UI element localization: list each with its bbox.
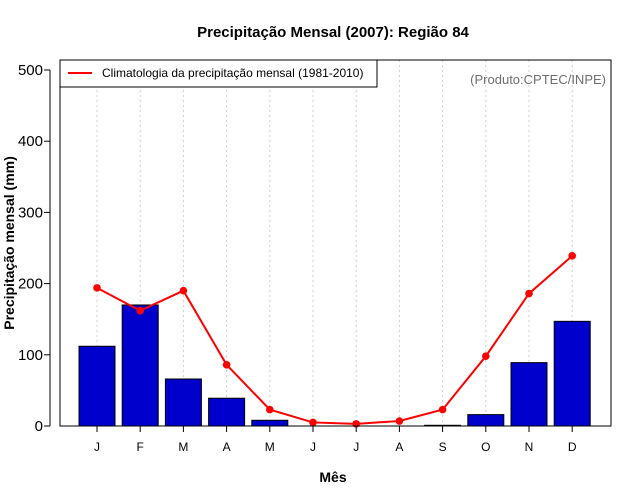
grid-lines (96, 60, 573, 426)
bar-d-12 (553, 320, 591, 427)
y-tick-label: 0 (35, 418, 43, 435)
y-axis: 0 100 200 300 400 500 (18, 62, 51, 435)
climatology-line (96, 255, 573, 425)
x-tick-label: S (439, 440, 447, 454)
source-credit: (Produto:CPTEC/INPE) (470, 72, 606, 87)
x-tick-label: N (525, 440, 534, 454)
climatology-point-9 (438, 405, 447, 414)
x-axis-label: Mês (319, 469, 346, 485)
y-tick-label: 500 (18, 62, 43, 79)
bar-a-4 (208, 397, 246, 427)
climatology-point-12 (568, 252, 576, 260)
bar-o-10 (467, 414, 505, 427)
climatology-point-2 (136, 306, 144, 315)
climatology-point-11 (525, 289, 533, 298)
y-tick-label: 300 (18, 204, 43, 221)
y-tick-label: 200 (18, 276, 43, 293)
climatology-point-10 (482, 352, 490, 361)
x-tick-label: A (395, 440, 403, 454)
x-tick-label: F (137, 440, 144, 454)
legend-box (59, 59, 378, 88)
bar-m-3 (164, 378, 202, 427)
chart-title: Precipitação Mensal (2007): Região 84 (197, 24, 469, 41)
y-tick-label: 100 (18, 347, 43, 364)
y-axis-label: Precipitação mensal (mm) (1, 156, 17, 330)
x-tick-label: J (310, 440, 316, 454)
y-tick-label: 400 (18, 133, 43, 150)
climatology-point-1 (93, 284, 101, 292)
bar-n-11 (510, 362, 548, 427)
legend-label: Climatologia da precipitação mensal (198… (102, 66, 363, 80)
x-tick-label: J (353, 440, 359, 454)
x-tick-label: M (265, 440, 275, 454)
bar-j-1 (78, 345, 116, 427)
x-tick-label: A (223, 440, 231, 454)
climatology-point-5 (266, 405, 274, 414)
climatology-point-8 (395, 417, 404, 425)
climatology-point-6 (309, 418, 317, 427)
climatology-point-3 (179, 286, 188, 295)
bar-series (78, 304, 591, 427)
x-tick-label: J (94, 440, 100, 454)
climatology-line-series (93, 252, 576, 428)
climatology-point-4 (222, 360, 231, 369)
x-tick-label: D (568, 440, 577, 454)
x-tick-label: O (481, 440, 490, 454)
legend: Climatologia da precipitação mensal (198… (59, 59, 378, 88)
x-tick-label: M (178, 440, 188, 454)
bar-m-5 (251, 419, 289, 427)
bar-f-2 (121, 304, 159, 427)
